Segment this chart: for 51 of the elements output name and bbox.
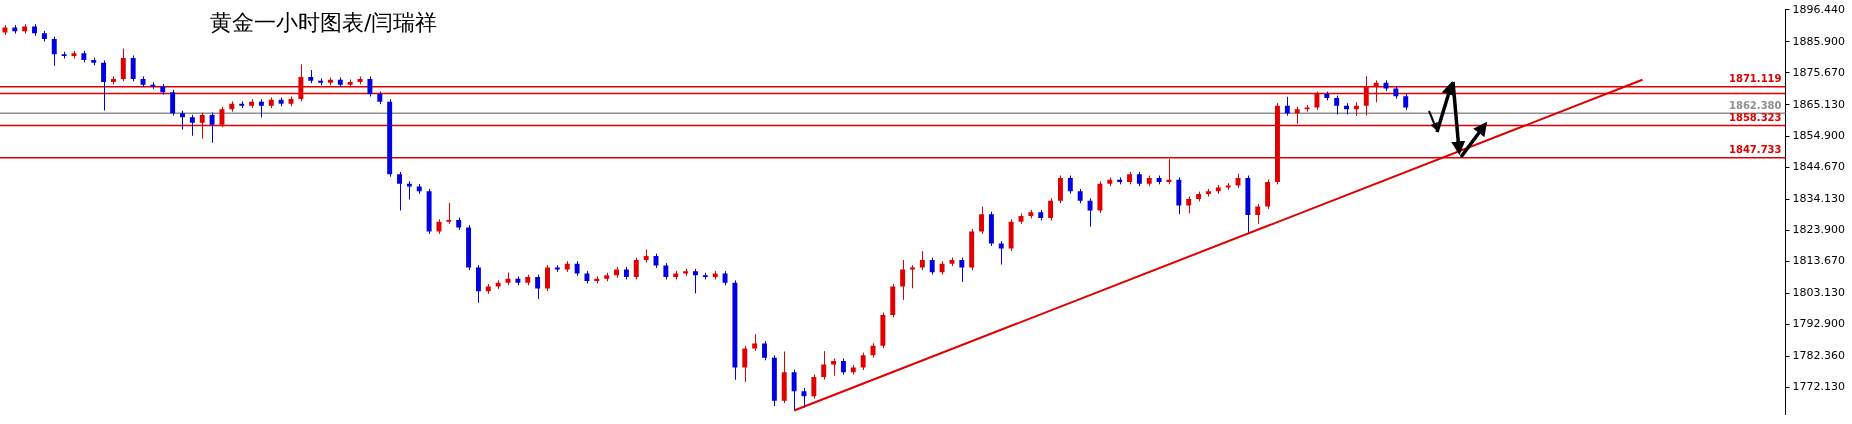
chart-title: 黄金一小时图表/闫瑞祥: [210, 9, 438, 37]
candlestick: [919, 250, 925, 271]
candlestick: [535, 274, 541, 300]
candlestick: [959, 257, 965, 283]
candlestick: [811, 374, 817, 400]
candlestick: [397, 171, 402, 211]
candlestick: [821, 350, 827, 380]
candlestick: [1067, 175, 1073, 195]
y-tick-label: 1772.130: [1792, 380, 1846, 394]
candlestick: [120, 48, 126, 82]
candlestick: [130, 54, 136, 82]
candlestick: [51, 36, 57, 67]
candlestick: [1048, 197, 1054, 222]
candlestick: [791, 369, 797, 411]
candlestick: [258, 98, 264, 118]
y-tick-label: 1854.900: [1792, 128, 1846, 142]
candlestick: [762, 340, 767, 361]
candlestick: [1057, 175, 1063, 204]
candlestick: [545, 264, 550, 292]
ref-line-label: 1847.733: [1729, 144, 1782, 156]
candlestick: [1334, 95, 1340, 115]
y-tick-label: 1885.900: [1792, 34, 1846, 48]
candlestick: [180, 110, 185, 131]
ref-line-label: 1871.119: [1729, 73, 1782, 85]
candlestick: [742, 345, 748, 383]
y-tick-label: 1782.360: [1792, 349, 1846, 363]
candlestick: [446, 202, 452, 225]
candlestick: [979, 206, 985, 235]
candlestick: [209, 112, 215, 144]
y-tick-label: 1803.130: [1792, 286, 1846, 300]
candlestick: [475, 264, 481, 304]
y-tick-label: 1865.130: [1792, 97, 1846, 111]
candlestick: [101, 59, 107, 111]
y-tick-label: 1896.440: [1792, 2, 1846, 16]
y-tick-label: 1813.670: [1792, 254, 1846, 268]
candlestick: [170, 89, 176, 117]
candlestick: [367, 75, 373, 98]
candlestick: [189, 114, 195, 137]
candlestick: [1087, 197, 1093, 228]
candlestick: [900, 259, 906, 301]
ref-line-label: 1858.323: [1729, 112, 1782, 124]
y-tick-label: 1792.900: [1792, 317, 1846, 331]
y-tick-label: 1834.130: [1792, 192, 1846, 205]
candlestick: [633, 257, 639, 280]
y-tick-label: 1823.900: [1792, 223, 1846, 237]
y-tick-label: 1844.670: [1792, 159, 1846, 173]
ref-line-label: 1862.380: [1729, 99, 1782, 111]
candlestick: [1255, 203, 1261, 225]
y-tick-label: 1875.670: [1792, 65, 1846, 79]
candlestick: [1284, 96, 1290, 117]
candlestick: [693, 268, 698, 294]
